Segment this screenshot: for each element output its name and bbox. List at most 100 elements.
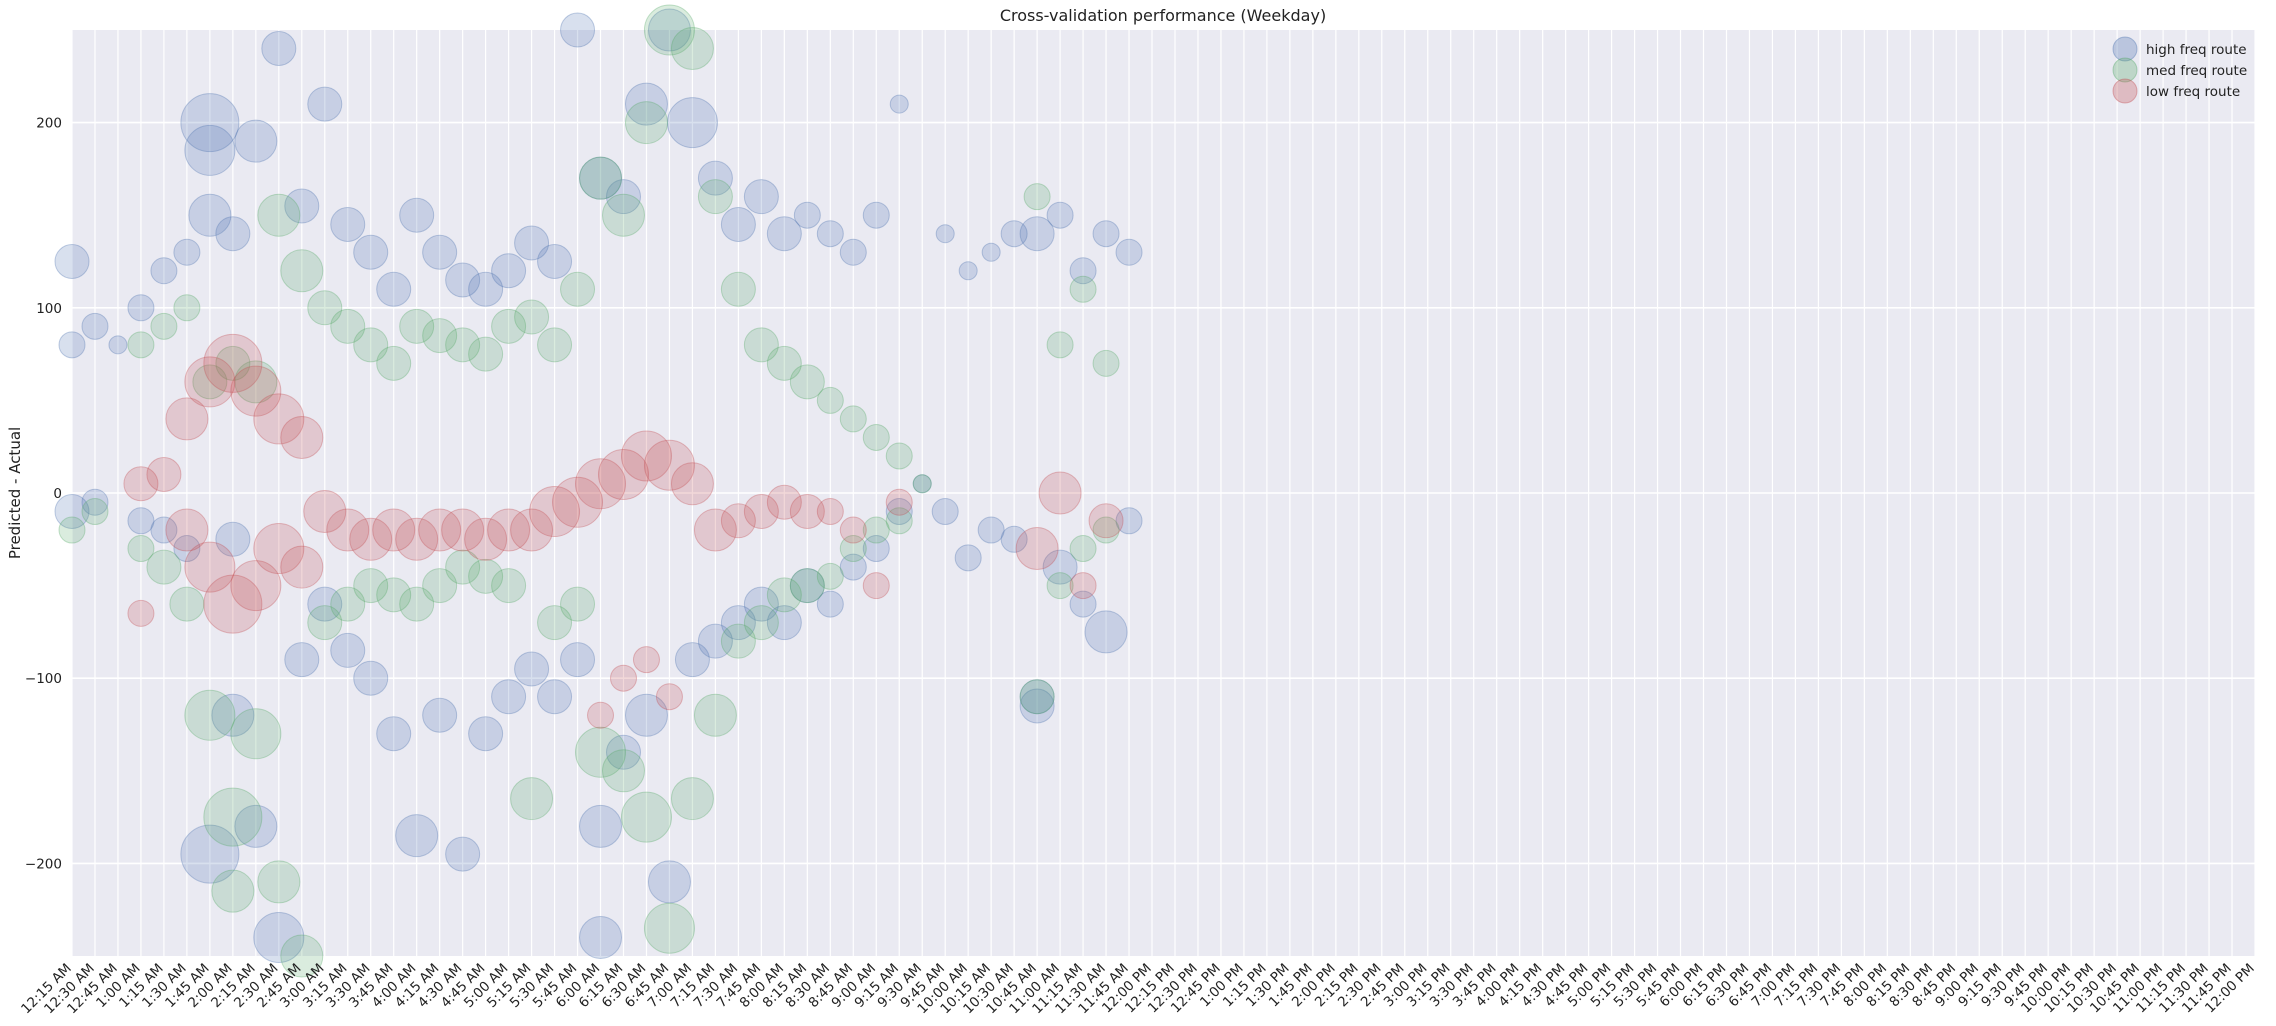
scatter-point	[307, 605, 343, 641]
scatter-point	[1019, 679, 1055, 715]
scatter-point	[720, 271, 756, 307]
scatter-point	[230, 365, 282, 417]
scatter-point	[912, 474, 932, 494]
y-axis-label: Predicted - Actual	[6, 427, 24, 559]
scatter-point	[215, 345, 251, 381]
scatter-point	[180, 824, 240, 884]
scatter-point	[655, 683, 683, 711]
scatter-point	[1019, 216, 1055, 252]
scatter-point	[372, 508, 416, 552]
scatter-point	[203, 333, 263, 393]
scatter-point	[1046, 331, 1074, 359]
scatter-point	[839, 405, 867, 433]
scatter-point	[643, 4, 695, 56]
y-tick-label: 100	[36, 301, 62, 317]
scatter-point	[127, 507, 155, 535]
scatter-point	[816, 590, 844, 618]
scatter-point	[537, 679, 573, 715]
scatter-point	[597, 448, 649, 500]
scatter-point	[666, 97, 718, 149]
scatter-point	[330, 586, 366, 622]
scatter-point	[620, 791, 672, 843]
scatter-point	[127, 599, 155, 627]
scatter-point	[885, 498, 913, 526]
scatter-point	[529, 486, 581, 538]
scatter-point	[173, 535, 201, 563]
scatter-point	[422, 568, 458, 604]
scatter-point	[468, 336, 504, 372]
scatter-point	[609, 664, 637, 692]
scatter-point	[670, 27, 714, 71]
scatter-point	[643, 902, 695, 954]
scatter-point	[743, 494, 779, 530]
scatter-point	[789, 568, 825, 604]
scatter-point	[977, 516, 1005, 544]
scatter-point	[1038, 471, 1082, 515]
scatter-point	[935, 224, 955, 244]
scatter-point	[234, 804, 278, 848]
scatter-point	[1046, 572, 1074, 600]
scatter-point	[766, 216, 802, 252]
scatter-point	[215, 216, 251, 252]
scatter-point	[349, 517, 393, 561]
scatter-point	[912, 474, 932, 494]
legend-label: high freq route	[2146, 42, 2247, 58]
scatter-point	[491, 679, 527, 715]
scatter-point	[58, 331, 86, 359]
scatter-point	[376, 577, 412, 613]
scatter-point	[211, 693, 255, 737]
scatter-point	[514, 299, 550, 335]
scatter-point	[81, 488, 109, 516]
scatter-point	[624, 101, 668, 145]
scatter-point	[743, 586, 779, 622]
scatter-point	[445, 327, 481, 363]
scatter-point	[789, 364, 825, 400]
scatter-point	[789, 568, 825, 604]
data-marks	[54, 4, 1143, 978]
scatter-point	[487, 508, 531, 552]
scatter-point	[468, 271, 504, 307]
series-high-freq-route	[54, 8, 1143, 963]
scatter-point	[376, 271, 412, 307]
scatter-point	[1092, 516, 1120, 544]
scatter-point	[862, 423, 890, 451]
scatter-point	[188, 193, 232, 237]
scatter-point	[1115, 238, 1143, 266]
scatter-point	[862, 572, 890, 600]
scatter-point	[150, 312, 178, 340]
scatter-point	[307, 290, 343, 326]
y-tick-labels: −200 −100 0 100 200	[25, 116, 62, 873]
scatter-point	[58, 516, 86, 544]
legend-marker	[2112, 57, 2138, 83]
scatter-point	[395, 517, 439, 561]
scatter-point	[123, 466, 159, 502]
scatter-point	[418, 508, 462, 552]
scatter-point	[184, 356, 236, 408]
scatter-point	[766, 484, 802, 520]
scatter-point	[579, 156, 623, 200]
y-tick-label: −200	[25, 856, 62, 872]
scatter-point	[353, 327, 389, 363]
scatter-point	[1046, 201, 1074, 229]
scatter-point	[697, 179, 733, 215]
scatter-point	[81, 312, 109, 340]
scatter-point	[399, 308, 435, 344]
y-tick-label: −100	[25, 671, 62, 687]
scatter-point	[720, 503, 756, 539]
scatter-point	[230, 560, 282, 612]
scatter-point	[579, 804, 623, 848]
scatter-point	[165, 397, 209, 441]
scatter-point	[605, 734, 641, 770]
y-tick-label: 200	[36, 116, 62, 132]
scatter-point	[624, 82, 668, 126]
scatter-point	[720, 206, 756, 242]
series-med-freq-route	[58, 4, 1120, 978]
scatter-point	[537, 605, 573, 641]
scatter-point	[743, 327, 779, 363]
scatter-point	[127, 331, 155, 359]
scatter-point	[326, 508, 370, 552]
scatter-point	[203, 574, 263, 634]
scatter-point	[353, 660, 389, 696]
scatter-point	[587, 701, 615, 729]
